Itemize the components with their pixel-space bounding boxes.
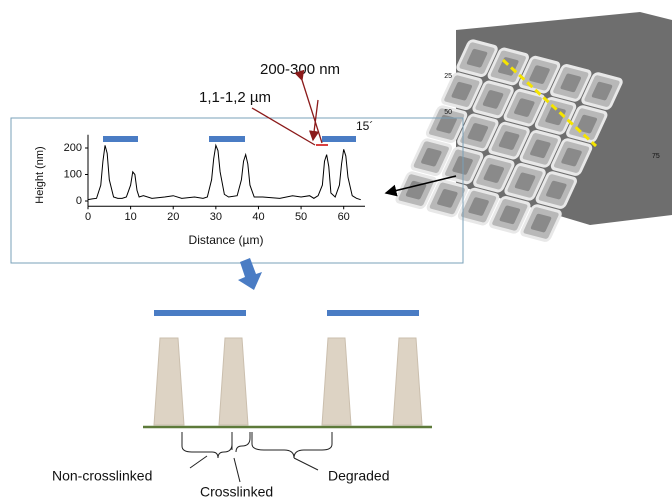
y-tick-label: 100 bbox=[64, 168, 82, 180]
plot: 0 10 20 30 40 50 60 0 100 200 bbox=[64, 135, 365, 223]
plot-bars bbox=[103, 136, 356, 142]
x-tick-label: 50 bbox=[295, 211, 307, 223]
y-axis-label: Height (nm) bbox=[34, 146, 46, 203]
x-axis-label: Distance (µm) bbox=[189, 233, 264, 247]
x-tick-label: 20 bbox=[167, 211, 179, 223]
scheme bbox=[143, 310, 432, 482]
x-tick-label: 60 bbox=[338, 211, 350, 223]
x-tick-label: 0 bbox=[85, 211, 91, 223]
x-tick-label: 30 bbox=[210, 211, 222, 223]
profile-line bbox=[88, 145, 361, 199]
x-tick-label: 10 bbox=[124, 211, 136, 223]
middle-label: Crosslinked bbox=[200, 484, 273, 500]
figure: 25 50 75 1,1-1,2 µm 200-300 nm 15´ Heigh… bbox=[0, 0, 672, 501]
afm-image bbox=[396, 12, 672, 241]
afm-label: 50 bbox=[444, 109, 452, 116]
x-tick-label: 40 bbox=[252, 211, 264, 223]
arrow bbox=[302, 80, 322, 143]
right-label: Degraded bbox=[328, 468, 390, 484]
arrow bbox=[252, 108, 315, 145]
arrow bbox=[313, 100, 318, 140]
period-label: 200-300 nm bbox=[260, 61, 340, 78]
y-tick-label: 200 bbox=[64, 142, 82, 154]
left-label: Non-crosslinked bbox=[52, 468, 152, 484]
afm-label: 25 bbox=[444, 73, 452, 80]
width-label: 1,1-1,2 µm bbox=[199, 89, 271, 106]
time-label: 15´ bbox=[356, 119, 373, 133]
afm-label: 75 bbox=[652, 153, 660, 160]
page: 25 50 75 1,1-1,2 µm 200-300 nm 15´ Heigh… bbox=[0, 0, 672, 501]
y-tick-label: 0 bbox=[76, 195, 82, 207]
